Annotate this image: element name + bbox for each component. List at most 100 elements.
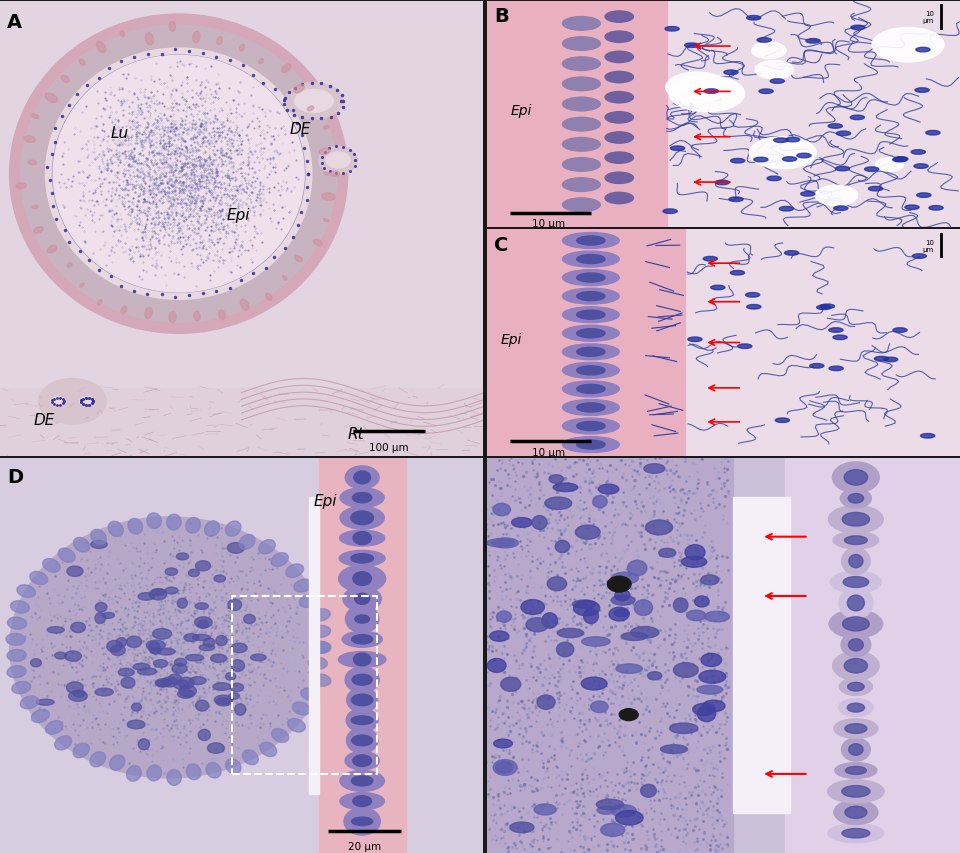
Ellipse shape: [168, 674, 181, 684]
Ellipse shape: [30, 572, 48, 585]
Ellipse shape: [345, 751, 379, 770]
Ellipse shape: [645, 520, 673, 535]
Ellipse shape: [231, 660, 245, 672]
Ellipse shape: [156, 680, 169, 688]
Ellipse shape: [217, 38, 223, 45]
Ellipse shape: [196, 700, 208, 711]
Ellipse shape: [840, 489, 872, 508]
Ellipse shape: [45, 721, 63, 734]
Ellipse shape: [563, 252, 619, 268]
Ellipse shape: [563, 233, 619, 249]
Ellipse shape: [488, 659, 506, 673]
Ellipse shape: [521, 600, 544, 615]
Ellipse shape: [179, 685, 197, 697]
Ellipse shape: [605, 12, 634, 23]
Ellipse shape: [843, 577, 869, 588]
Ellipse shape: [47, 246, 57, 253]
Ellipse shape: [911, 150, 925, 155]
Ellipse shape: [67, 264, 72, 268]
Ellipse shape: [59, 548, 75, 563]
Ellipse shape: [605, 73, 634, 84]
Ellipse shape: [165, 568, 178, 576]
Ellipse shape: [12, 682, 31, 693]
Ellipse shape: [340, 770, 384, 792]
Ellipse shape: [774, 139, 788, 143]
Ellipse shape: [747, 16, 760, 21]
Ellipse shape: [547, 577, 566, 591]
Ellipse shape: [178, 599, 187, 608]
Ellipse shape: [495, 762, 513, 774]
Ellipse shape: [259, 540, 276, 554]
Ellipse shape: [605, 92, 634, 104]
Ellipse shape: [687, 338, 702, 342]
Ellipse shape: [300, 688, 320, 700]
Bar: [487, 458, 732, 853]
Ellipse shape: [174, 680, 190, 689]
Ellipse shape: [577, 440, 605, 450]
Ellipse shape: [776, 419, 789, 423]
Ellipse shape: [145, 33, 154, 46]
Ellipse shape: [151, 647, 161, 654]
Ellipse shape: [563, 400, 619, 416]
Ellipse shape: [694, 596, 709, 607]
Ellipse shape: [352, 755, 372, 767]
Ellipse shape: [146, 641, 165, 651]
Ellipse shape: [582, 637, 610, 647]
Ellipse shape: [149, 641, 160, 653]
Ellipse shape: [596, 799, 624, 809]
Ellipse shape: [346, 606, 379, 633]
Ellipse shape: [281, 65, 291, 73]
Ellipse shape: [184, 634, 199, 641]
Circle shape: [756, 61, 794, 80]
Ellipse shape: [351, 776, 372, 786]
Ellipse shape: [338, 652, 386, 668]
Ellipse shape: [196, 561, 210, 572]
Ellipse shape: [693, 704, 715, 716]
Ellipse shape: [577, 422, 605, 431]
Ellipse shape: [313, 240, 323, 247]
Ellipse shape: [353, 572, 372, 586]
Ellipse shape: [673, 598, 688, 612]
Ellipse shape: [353, 532, 372, 545]
Text: Epi: Epi: [227, 208, 251, 223]
Ellipse shape: [7, 666, 26, 678]
Ellipse shape: [354, 472, 371, 485]
Ellipse shape: [809, 364, 824, 368]
Ellipse shape: [843, 617, 869, 631]
Ellipse shape: [631, 627, 659, 638]
Ellipse shape: [353, 796, 372, 807]
Ellipse shape: [563, 419, 619, 434]
Ellipse shape: [685, 545, 705, 560]
Ellipse shape: [150, 589, 167, 601]
Ellipse shape: [619, 709, 638, 721]
Ellipse shape: [510, 822, 534, 833]
Ellipse shape: [213, 683, 231, 691]
Ellipse shape: [841, 633, 871, 657]
Ellipse shape: [207, 743, 225, 753]
Ellipse shape: [534, 804, 556, 815]
Ellipse shape: [605, 113, 634, 124]
Ellipse shape: [767, 177, 781, 182]
Ellipse shape: [157, 648, 175, 655]
Ellipse shape: [724, 71, 738, 75]
Ellipse shape: [147, 514, 161, 529]
Ellipse shape: [343, 587, 381, 612]
Text: 10
μm: 10 μm: [923, 11, 934, 24]
Ellipse shape: [832, 462, 879, 493]
Ellipse shape: [839, 588, 873, 619]
Text: 10 μm: 10 μm: [532, 219, 564, 229]
Ellipse shape: [577, 329, 605, 339]
Ellipse shape: [828, 125, 842, 129]
Ellipse shape: [319, 149, 330, 155]
Ellipse shape: [324, 173, 329, 176]
Ellipse shape: [697, 686, 723, 694]
Ellipse shape: [167, 514, 181, 531]
Ellipse shape: [849, 554, 863, 568]
Ellipse shape: [830, 572, 881, 593]
Ellipse shape: [705, 612, 730, 622]
Ellipse shape: [842, 513, 870, 526]
Ellipse shape: [851, 116, 864, 120]
Ellipse shape: [893, 328, 907, 333]
Circle shape: [669, 77, 745, 113]
Ellipse shape: [66, 682, 84, 693]
